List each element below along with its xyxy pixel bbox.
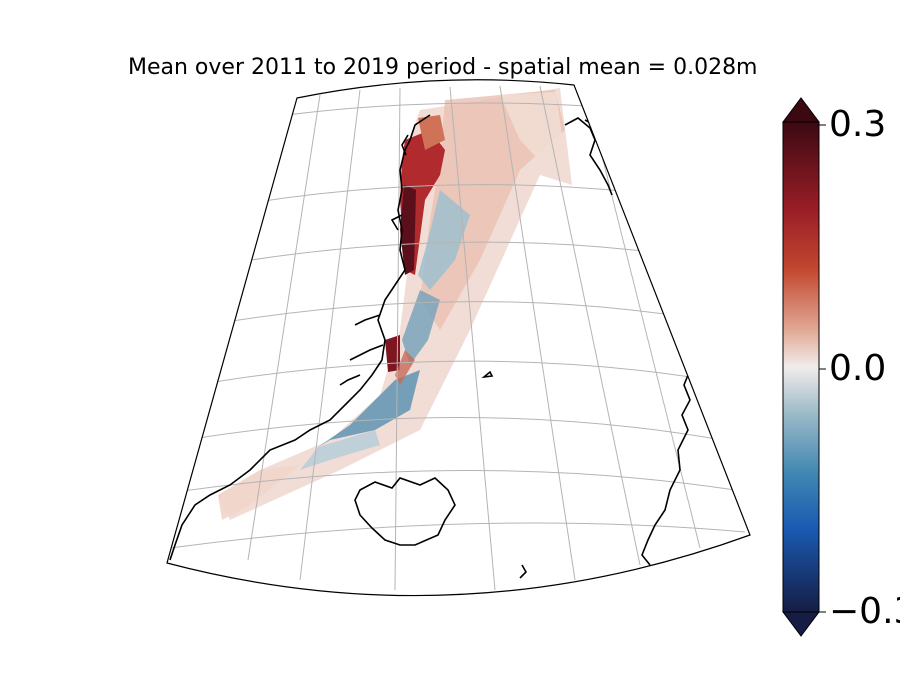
colorbar-tick-label-zero: 0.0 [829, 348, 887, 389]
colorbar-extend-bottom [782, 611, 820, 637]
graticule [169, 85, 746, 591]
colorbar-gradient [782, 121, 820, 613]
colorbar-extend-top [782, 97, 820, 123]
colorbar-tick-label-max: 0.3 [829, 104, 887, 145]
anomaly-field [218, 88, 572, 520]
colorbar-tick-label-min: −0.3 [829, 591, 900, 632]
map-border [166, 79, 751, 597]
coastlines [169, 114, 691, 579]
plot-title: Mean over 2011 to 2019 period - spatial … [128, 55, 758, 80]
